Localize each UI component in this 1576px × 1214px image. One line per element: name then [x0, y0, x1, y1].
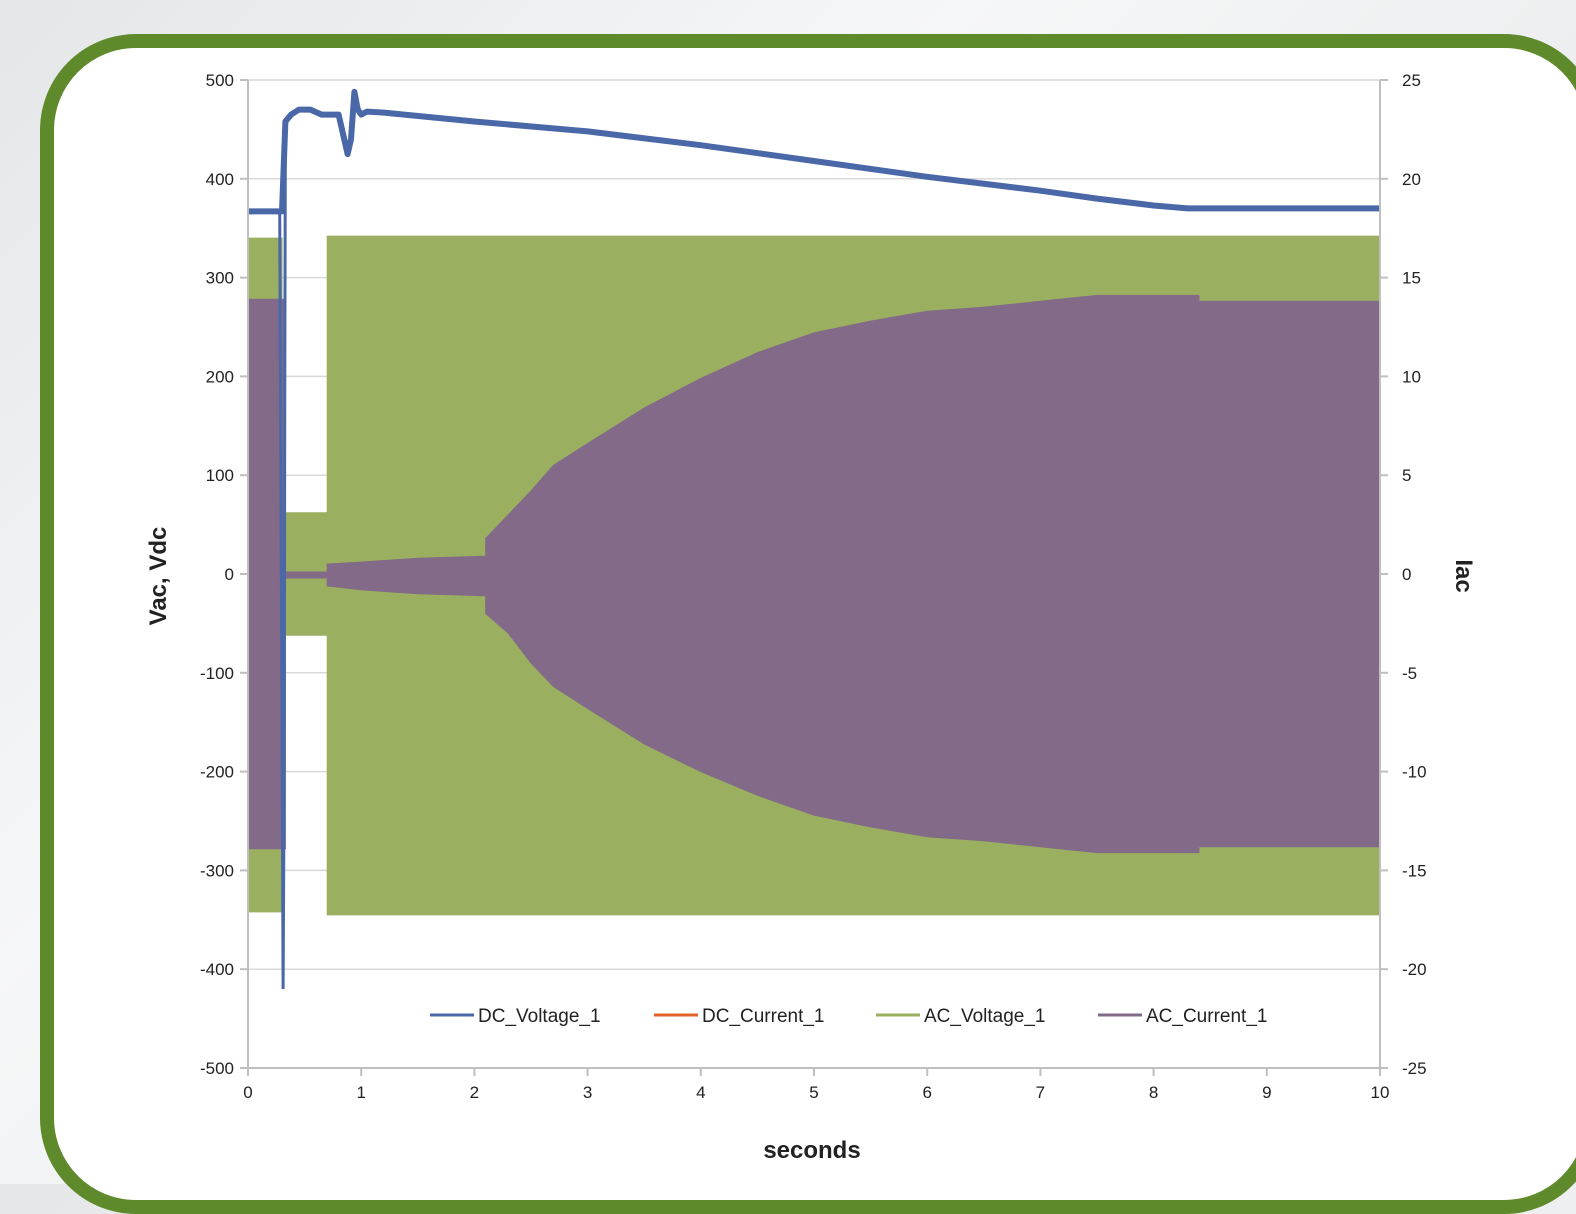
y-tick-label: -500: [200, 1059, 234, 1078]
y2-axis-ticks: 25 20 15 10 5 0 -5 -10 -15 -20 -25: [1380, 71, 1427, 1078]
x-tick-label: 8: [1149, 1083, 1158, 1102]
x-tick-label: 9: [1262, 1083, 1271, 1102]
x-tick-label: 10: [1371, 1083, 1390, 1102]
y2-tick-label: 20: [1402, 170, 1421, 189]
y2-tick-label: -5: [1402, 664, 1417, 683]
x-tick-label: 5: [809, 1083, 818, 1102]
x-tick-label: 1: [356, 1083, 365, 1102]
y2-tick-label: 10: [1402, 367, 1421, 386]
y-tick-label: 0: [225, 565, 234, 584]
y-tick-label: 100: [206, 466, 234, 485]
y2-tick-label: 5: [1402, 466, 1411, 485]
y2-tick-label: -25: [1402, 1059, 1427, 1078]
y-axis-ticks: 500 400 300 200 100 0 -100 -200 -300 -400 -500: [200, 71, 248, 1078]
y2-tick-label: -10: [1402, 763, 1427, 782]
series-dc-voltage-1: [248, 88, 1380, 215]
y-tick-label: -100: [200, 664, 234, 683]
x-tick-label: 0: [243, 1083, 252, 1102]
x-tick-label: 4: [696, 1083, 705, 1102]
legend-label: DC_Voltage_1: [478, 1006, 601, 1027]
series-dc-voltage-1-transient: [278, 121, 287, 990]
y-tick-label: 400: [206, 170, 234, 189]
y2-tick-label: 25: [1402, 71, 1421, 90]
x-tick-label: 7: [1036, 1083, 1045, 1102]
y2-tick-label: -15: [1402, 861, 1427, 880]
legend-label: AC_Current_1: [1146, 1006, 1267, 1027]
y-axis-title: Vac, Vdc: [145, 527, 172, 626]
y2-tick-label: 0: [1402, 565, 1411, 584]
y-tick-label: -300: [200, 861, 234, 880]
x-tick-label: 2: [470, 1083, 479, 1102]
legend-label: AC_Voltage_1: [924, 1006, 1046, 1027]
plot-area: [247, 88, 1381, 990]
x-axis-ticks: 0 1 2 3 4 5 6 7 8 9 10: [243, 1068, 1389, 1102]
y-tick-label: 200: [206, 367, 234, 386]
y2-tick-label: -20: [1402, 960, 1427, 979]
x-tick-label: 6: [922, 1083, 931, 1102]
y-tick-label: 500: [206, 71, 234, 90]
y2-axis-title: Iac: [1450, 559, 1477, 592]
y-tick-label: -400: [200, 960, 234, 979]
y-tick-label: 300: [206, 269, 234, 288]
legend-label: DC_Current_1: [702, 1006, 825, 1027]
x-axis-title: seconds: [763, 1137, 860, 1164]
y-tick-label: -200: [200, 763, 234, 782]
x-tick-label: 3: [583, 1083, 592, 1102]
y2-tick-label: 15: [1402, 269, 1421, 288]
legend: DC_Voltage_1 DC_Current_1 AC_Voltage_1 AC_C…: [430, 1006, 1267, 1027]
